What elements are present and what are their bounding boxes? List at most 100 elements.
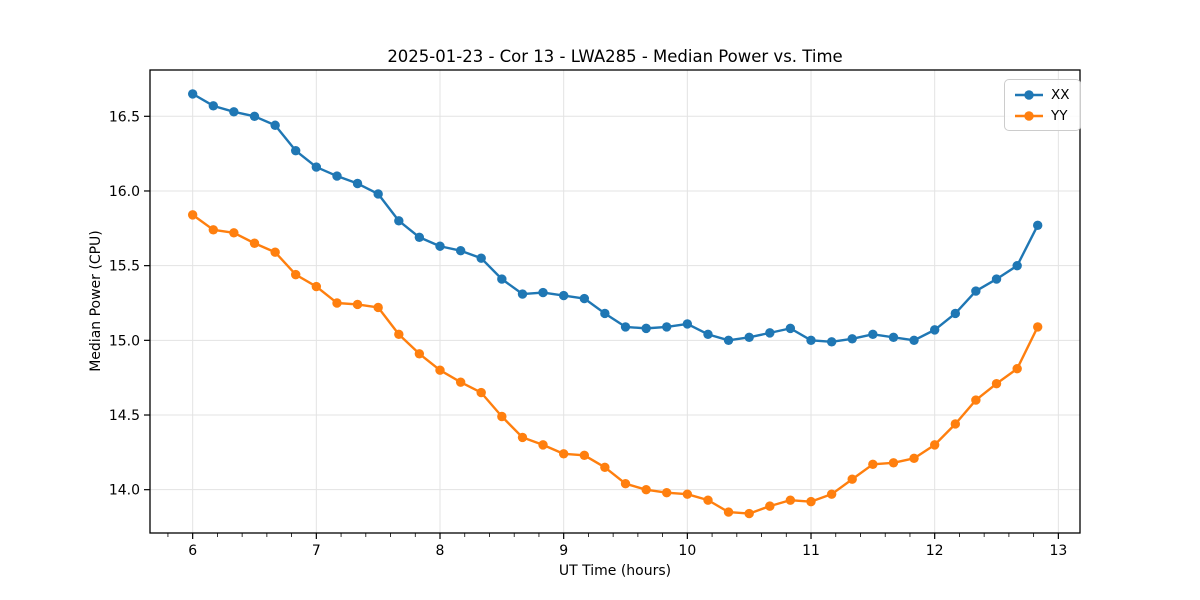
data-point-xx bbox=[600, 308, 610, 319]
data-point-yy bbox=[249, 238, 260, 248]
axes-spines bbox=[149, 69, 1081, 534]
x-tick-label: 6 bbox=[188, 543, 197, 559]
data-point-yy bbox=[208, 225, 219, 235]
data-point-xx bbox=[435, 241, 445, 251]
data-point-xx bbox=[476, 253, 486, 263]
data-point-xx bbox=[249, 111, 260, 122]
data-point-yy bbox=[868, 459, 878, 469]
legend-item-yy: YY bbox=[1014, 106, 1070, 125]
data-point-xx bbox=[1012, 260, 1022, 271]
legend-item-xx: XX bbox=[1014, 85, 1070, 104]
data-point-yy bbox=[332, 298, 342, 308]
data-point-yy bbox=[187, 210, 198, 220]
data-point-xx bbox=[332, 171, 342, 181]
data-point-xx bbox=[661, 322, 672, 332]
data-point-yy bbox=[352, 299, 363, 310]
data-point-xx bbox=[187, 89, 198, 99]
data-point-yy bbox=[373, 302, 383, 313]
legend-swatch-xx bbox=[1015, 89, 1043, 100]
data-point-xx bbox=[703, 329, 713, 340]
data-point-xx bbox=[394, 216, 404, 226]
data-point-xx bbox=[414, 232, 425, 242]
data-point-xx bbox=[909, 335, 919, 346]
data-point-xx bbox=[311, 162, 322, 172]
y-tick-label: 15.5 bbox=[109, 259, 140, 275]
y-tick-label: 16.5 bbox=[109, 109, 140, 125]
data-point-xx bbox=[373, 189, 383, 199]
data-point-xx bbox=[971, 286, 981, 296]
data-point-yy bbox=[558, 449, 569, 459]
legend: XX YY bbox=[1004, 79, 1081, 131]
data-point-yy bbox=[723, 507, 734, 517]
data-point-yy bbox=[1012, 364, 1022, 374]
data-point-yy bbox=[476, 387, 486, 398]
x-tick-label: 9 bbox=[559, 543, 568, 559]
data-point-xx bbox=[785, 323, 796, 334]
data-point-xx bbox=[991, 274, 1002, 284]
data-point-yy bbox=[765, 501, 775, 511]
data-point-yy bbox=[290, 269, 301, 280]
data-point-xx bbox=[455, 246, 466, 256]
x-tick-label: 8 bbox=[436, 543, 445, 559]
data-point-xx bbox=[744, 332, 754, 343]
x-tick-label: 10 bbox=[678, 543, 696, 559]
data-point-yy bbox=[579, 450, 590, 461]
data-point-xx bbox=[847, 334, 857, 344]
data-point-yy bbox=[785, 495, 796, 505]
data-point-xx bbox=[229, 107, 239, 117]
data-point-yy bbox=[229, 228, 239, 238]
data-point-yy bbox=[950, 419, 961, 429]
data-point-yy bbox=[435, 365, 445, 375]
data-point-yy bbox=[517, 432, 528, 443]
x-axis-label: UT Time (hours) bbox=[558, 563, 672, 579]
data-point-xx bbox=[1033, 220, 1043, 231]
data-point-xx bbox=[270, 120, 280, 130]
legend-swatch-yy bbox=[1015, 110, 1043, 121]
data-point-yy bbox=[641, 484, 651, 495]
data-point-yy bbox=[311, 281, 322, 292]
data-point-xx bbox=[765, 328, 775, 338]
data-point-yy bbox=[538, 440, 548, 450]
data-point-yy bbox=[744, 508, 754, 519]
data-point-xx bbox=[641, 323, 651, 334]
data-point-yy bbox=[600, 462, 610, 472]
data-point-yy bbox=[971, 395, 981, 405]
data-point-xx bbox=[538, 287, 548, 298]
y-tick-label: 16.0 bbox=[109, 184, 140, 200]
data-point-xx bbox=[888, 332, 899, 343]
data-point-xx bbox=[950, 308, 961, 319]
series-line-yy bbox=[191, 213, 1039, 515]
data-point-xx bbox=[682, 319, 693, 329]
data-point-yy bbox=[682, 489, 693, 499]
data-point-yy bbox=[929, 440, 940, 450]
data-point-xx bbox=[620, 322, 631, 332]
data-point-yy bbox=[497, 411, 507, 422]
data-point-yy bbox=[1033, 322, 1043, 332]
data-point-xx bbox=[558, 290, 569, 301]
x-tick-label: 7 bbox=[312, 543, 321, 559]
data-point-yy bbox=[826, 489, 837, 499]
x-tick-label: 13 bbox=[1049, 543, 1067, 559]
data-point-yy bbox=[414, 349, 425, 359]
x-tick-label: 11 bbox=[802, 543, 820, 559]
data-point-yy bbox=[847, 474, 857, 484]
data-point-yy bbox=[661, 487, 672, 498]
chart-title: 2025-01-23 - Cor 13 - LWA285 - Median Po… bbox=[387, 47, 843, 66]
data-point-xx bbox=[723, 335, 734, 346]
data-point-xx bbox=[826, 337, 837, 347]
data-point-xx bbox=[517, 289, 528, 299]
data-point-yy bbox=[888, 458, 899, 468]
data-point-xx bbox=[352, 178, 363, 189]
data-point-xx bbox=[208, 101, 219, 111]
data-point-xx bbox=[497, 274, 507, 284]
data-point-xx bbox=[290, 145, 301, 156]
data-point-xx bbox=[929, 325, 940, 335]
series-line-xx bbox=[191, 92, 1039, 344]
legend-label: XX bbox=[1051, 86, 1070, 103]
y-tick-label: 15.0 bbox=[109, 333, 140, 349]
data-point-yy bbox=[620, 479, 631, 489]
data-point-yy bbox=[909, 453, 919, 464]
data-point-yy bbox=[394, 329, 404, 340]
